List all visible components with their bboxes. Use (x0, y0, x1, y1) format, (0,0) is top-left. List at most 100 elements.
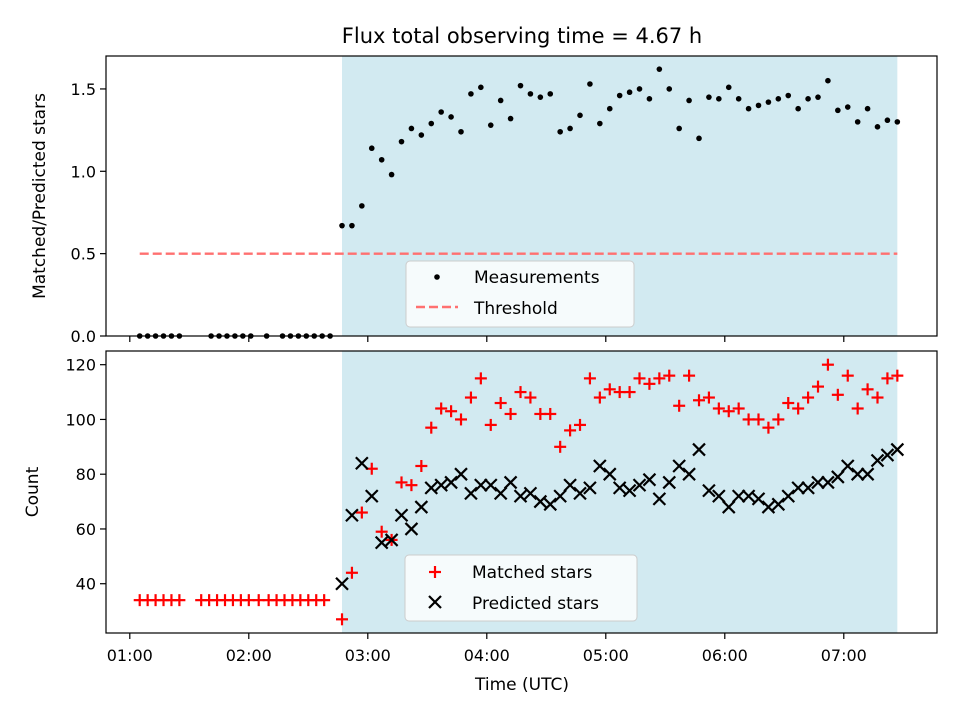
bottom-legend: Matched stars Predicted stars (404, 554, 638, 622)
predicted-marker-b (682, 467, 696, 481)
predicted-marker-b (840, 459, 855, 473)
predicted-star-marker (781, 489, 796, 503)
matched-star-marker (693, 394, 706, 407)
measurement-point (616, 92, 623, 99)
bottom-x-tick-label: 04:00 (464, 646, 510, 665)
predicted-marker-b (811, 475, 825, 490)
predicted-marker-b (702, 483, 716, 498)
matched-star-markers (133, 358, 904, 626)
matched-star-marker (772, 413, 785, 426)
measurement-point (765, 99, 772, 105)
predicted-marker-b (771, 497, 786, 512)
predicted-star-marker (513, 489, 528, 503)
predicted-marker-b (573, 486, 587, 501)
matched-star-marker (673, 399, 686, 412)
top-y-ticks: 0.0 0.5 1.0 1.5 (71, 80, 106, 346)
matched-star-marker (583, 372, 596, 385)
measurement-point (368, 145, 375, 152)
measurements-legend-marker (434, 274, 440, 280)
measurement-point (775, 96, 782, 102)
matched-star-marker (762, 421, 775, 434)
matched-star-marker (415, 459, 428, 472)
predicted-star-marker (870, 453, 885, 468)
bottom-x-tick-label: 05:00 (583, 646, 629, 665)
predicted-star-marker (751, 492, 766, 506)
predicted-marker-b (563, 478, 577, 492)
measurement-point (735, 96, 742, 102)
predicted-marker-b (791, 481, 805, 495)
predicted-star-marker (840, 459, 855, 473)
measurement-point (706, 94, 712, 100)
predicted-star-marker (384, 533, 399, 547)
predicted-marker-b (781, 489, 796, 503)
matched-star-marker (336, 613, 349, 626)
bottom-x-tick-label: 03:00 (345, 646, 391, 665)
bottom-x-tick-label: 07:00 (821, 646, 867, 665)
predicted-star-marker (682, 467, 696, 481)
predicted-star-marker (771, 497, 786, 512)
predicted-star-marker (345, 508, 359, 523)
predicted-marker-b (692, 442, 706, 457)
measurement-point (864, 105, 871, 112)
measurement-point (418, 132, 425, 138)
measurement-point (547, 91, 554, 97)
matched-star-marker (474, 372, 487, 385)
bottom-y-ticks: 40 60 80 100 120 (65, 356, 106, 594)
measurement-point (755, 102, 762, 109)
measurement-point (597, 120, 603, 127)
predicted-marker-b (553, 489, 567, 503)
top-y-tick-label: 1.5 (71, 80, 96, 99)
matched-star-marker (712, 402, 725, 415)
matched-star-marker (861, 383, 874, 396)
predicted-star-marker (444, 475, 458, 490)
matched-star-marker (435, 402, 448, 415)
matched-star-marker (318, 594, 331, 607)
predicted-marker-b (374, 535, 389, 550)
predicted-star-marker (721, 500, 736, 514)
matched-star-marker (653, 372, 666, 385)
measurement-point (894, 119, 901, 125)
measurement-points (136, 66, 901, 339)
predicted-marker-b (850, 467, 865, 481)
predicted-marker-b (384, 533, 399, 547)
matched-star-marker (564, 424, 577, 437)
top-panel: 0.0 0.5 1.0 1.5 Matched/Predicted stars Mea… (30, 55, 938, 346)
measurement-point (666, 86, 673, 92)
measurement-point (497, 97, 504, 104)
predicted-marker-b (493, 486, 508, 501)
predicted-star-marker (523, 486, 538, 501)
predicted-star-marker (454, 467, 468, 481)
measurement-point (507, 115, 514, 122)
predicted-star-marker (364, 489, 379, 503)
matched-star-marker (514, 386, 527, 399)
predicted-star-marker (434, 478, 448, 492)
predicted-star-marker (821, 475, 835, 490)
predicted-star-marker (602, 467, 617, 481)
predicted-marker-b (751, 492, 766, 506)
matched-star-marker (425, 421, 438, 434)
matched-star-marker (355, 506, 368, 519)
predicted-star-marker (553, 489, 567, 503)
matched-star-marker (812, 380, 825, 393)
measurement-point (805, 96, 811, 102)
matched-star-marker (623, 386, 636, 399)
predicted-marker-b (523, 486, 538, 501)
predicted-star-markers (335, 442, 905, 591)
matched-star-marker (871, 391, 884, 404)
predicted-star-marker (672, 459, 686, 473)
predicted-marker-b (652, 492, 667, 506)
predicted-star-marker (583, 481, 597, 495)
predicted-star-marker (404, 522, 419, 536)
matched-star-marker (593, 391, 606, 404)
measurement-point (339, 222, 345, 229)
top-legend: Measurements Threshold (405, 260, 635, 328)
predicted-marker-b (860, 467, 875, 481)
predicted-marker-b (642, 472, 657, 487)
matched-star-marker (683, 369, 696, 382)
matched-star-marker (494, 397, 507, 410)
matched-star-marker (831, 388, 844, 401)
measurement-point (577, 112, 583, 119)
measurement-point (884, 117, 891, 124)
matched-star-marker (395, 476, 408, 489)
predicted-star-marker (622, 483, 637, 498)
